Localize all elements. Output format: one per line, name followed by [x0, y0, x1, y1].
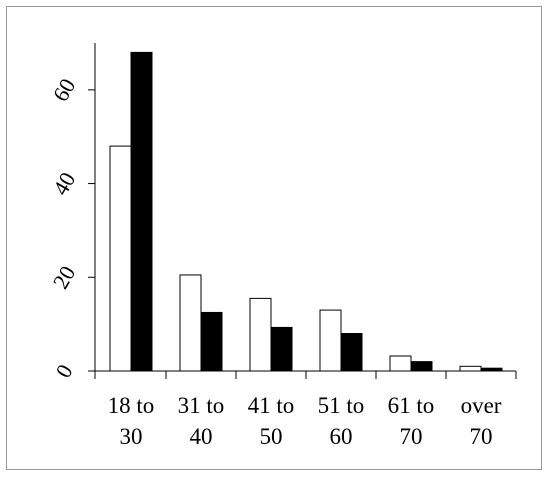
y-tick-label-20: 20	[48, 262, 81, 294]
bar-white-2	[249, 297, 272, 372]
axes-layer	[88, 43, 517, 379]
y-tick-label-0: 0	[50, 360, 77, 382]
x-category-label-3-line-1: 60	[330, 424, 353, 449]
bar-white-1	[179, 274, 202, 372]
bar-black-4	[410, 361, 433, 372]
bar-black-2	[270, 326, 293, 372]
x-category-label-0-line-0: 18 to	[108, 393, 155, 418]
x-category-label-4-line-1: 70	[400, 424, 423, 449]
x-category-label-3-line-0: 51 to	[318, 393, 365, 418]
x-category-label-1-line-1: 40	[190, 424, 213, 449]
y-tick-label-60: 60	[48, 74, 81, 106]
bar-black-1	[200, 311, 223, 372]
x-category-label-4-line-0: 61 to	[388, 393, 435, 418]
x-category-labels: 18 to 30 31 to 40 41 to 50 51 to 60 61 to 70 over 7…	[108, 393, 502, 449]
bar-white-3	[319, 309, 342, 372]
x-category-label-0-line-1: 30	[120, 424, 143, 449]
y-tick-label-40: 40	[48, 168, 81, 200]
x-category-label-5-line-0: over	[461, 393, 502, 418]
bar-white-5	[459, 365, 482, 372]
x-category-label-1-line-0: 31 to	[178, 393, 225, 418]
y-tick-labels: 0 20 40 60	[48, 74, 81, 382]
x-category-label-5-line-1: 70	[470, 424, 493, 449]
x-category-label-2-line-1: 50	[260, 424, 283, 449]
bars-layer	[109, 51, 503, 372]
bar-white-0	[109, 145, 132, 372]
bar-white-4	[389, 355, 412, 372]
x-category-label-2-line-0: 41 to	[248, 393, 295, 418]
bar-black-3	[340, 333, 363, 372]
bar-black-0	[130, 51, 153, 372]
